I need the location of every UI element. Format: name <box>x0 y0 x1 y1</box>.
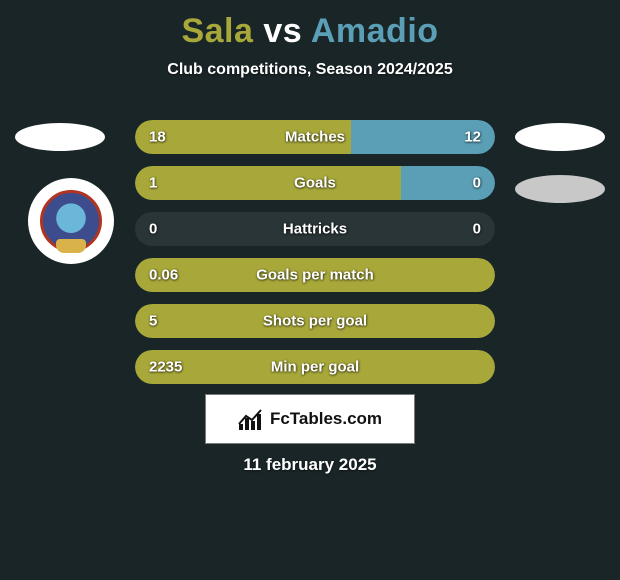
chart-icon <box>238 408 264 430</box>
logo-text: FcTables.com <box>270 409 382 429</box>
stat-label: Matches <box>285 129 345 146</box>
stat-value-left: 5 <box>149 313 157 330</box>
stat-value-left: 2235 <box>149 359 182 376</box>
stat-label: Min per goal <box>271 359 359 376</box>
stat-value-right: 0 <box>473 175 481 192</box>
stat-label: Shots per goal <box>263 313 367 330</box>
stat-value-left: 1 <box>149 175 157 192</box>
vs-text: vs <box>263 12 302 50</box>
player2-avatar-placeholder <box>515 123 605 151</box>
season-subtitle: Club competitions, Season 2024/2025 <box>0 61 620 79</box>
player1-club-badge <box>28 178 114 264</box>
stat-value-right: 12 <box>464 129 481 146</box>
stat-value-right: 0 <box>473 221 481 238</box>
stat-label: Hattricks <box>283 221 347 238</box>
player1-name: Sala <box>181 12 253 50</box>
stat-row-goals-per-match: 0.06 Goals per match <box>135 258 495 292</box>
player2-name: Amadio <box>311 12 439 50</box>
fctables-logo: FcTables.com <box>205 394 415 444</box>
player2-club-placeholder <box>515 175 605 203</box>
player1-avatar-placeholder <box>15 123 105 151</box>
stat-value-left: 18 <box>149 129 166 146</box>
stat-row-min-per-goal: 2235 Min per goal <box>135 350 495 384</box>
stat-row-hattricks: 0 Hattricks 0 <box>135 212 495 246</box>
stat-label: Goals per match <box>256 267 374 284</box>
stats-bars-container: 18 Matches 12 1 Goals 0 0 Hattricks 0 0.… <box>135 120 495 396</box>
stat-fill-left <box>135 166 401 200</box>
stat-row-goals: 1 Goals 0 <box>135 166 495 200</box>
stat-row-shots-per-goal: 5 Shots per goal <box>135 304 495 338</box>
comparison-title: Sala vs Amadio <box>0 0 620 51</box>
stat-row-matches: 18 Matches 12 <box>135 120 495 154</box>
club-crest-icon <box>40 190 102 252</box>
stat-value-left: 0 <box>149 221 157 238</box>
snapshot-date: 11 february 2025 <box>243 455 376 475</box>
stat-value-left: 0.06 <box>149 267 178 284</box>
stat-label: Goals <box>294 175 336 192</box>
